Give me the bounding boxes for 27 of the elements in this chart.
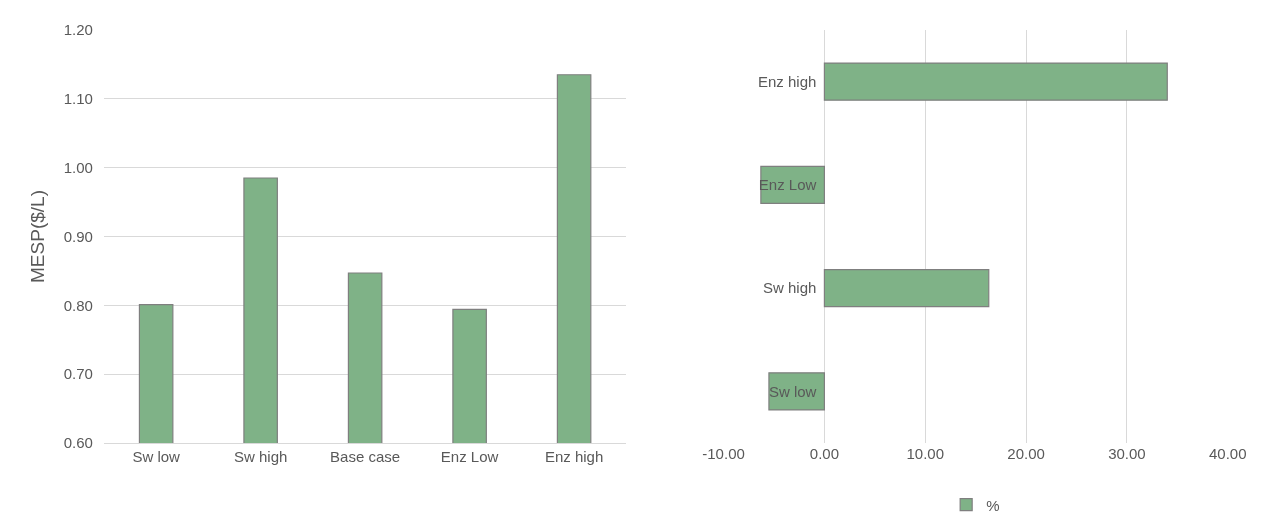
y-axis-title: MESP($/L) [26, 190, 48, 283]
legend-label: % [986, 496, 1000, 514]
x-tick-label: 40.00 [1209, 445, 1247, 462]
y-tick-label: 0.70 [63, 365, 93, 383]
x-tick-label: Sw low [132, 448, 181, 465]
x-tick-label: Sw high [233, 448, 288, 465]
y-tick-label: Sw high [763, 279, 817, 297]
y-tick-label: 0.80 [63, 296, 93, 314]
x-tick-label: Enz Low [440, 448, 499, 465]
y-tick-label: Sw low [768, 382, 817, 400]
y-tick-label: 1.00 [63, 158, 93, 176]
bar [768, 372, 825, 411]
bar [823, 62, 1168, 101]
y-tick-label: Enz Low [758, 176, 817, 194]
x-tick-label: 30.00 [1108, 445, 1146, 462]
x-tick-label: -10.00 [702, 445, 745, 462]
y-tick-label: Enz high [758, 72, 817, 90]
y-tick-label: 1.10 [63, 90, 93, 108]
x-tick-label: 20.00 [1007, 445, 1045, 462]
x-tick-label: Base case [330, 448, 401, 465]
y-tick-label: 0.90 [63, 227, 93, 245]
x-tick-label: 0.00 [809, 445, 839, 462]
bar [823, 268, 990, 308]
y-tick-label: 0.60 [63, 434, 93, 452]
y-tick-label: 1.20 [63, 21, 93, 39]
x-tick-label: Enz high [544, 448, 604, 465]
x-tick-label: 10.00 [906, 445, 945, 462]
